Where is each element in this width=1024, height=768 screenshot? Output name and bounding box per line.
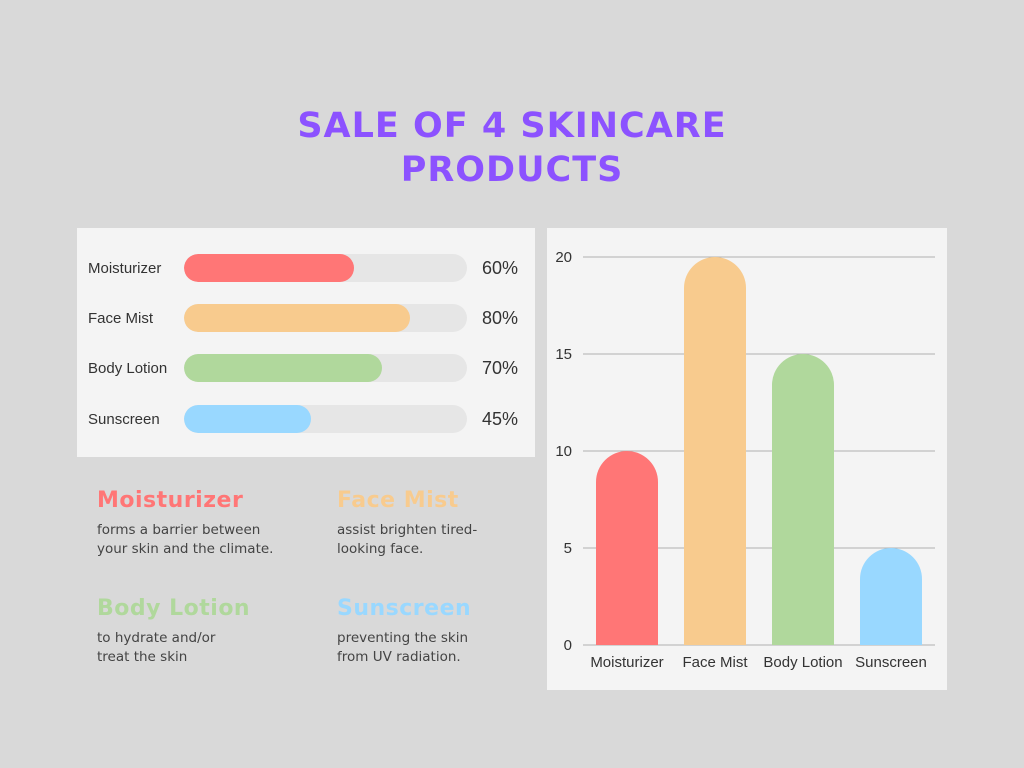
description-text: assist brighten tired- looking face. [337,522,478,557]
description-title: Moisturizer [97,488,244,513]
y-tick-label: 5 [564,540,572,557]
description-face-mist: Face Mist assist brighten tired- looking… [337,487,537,559]
page-title: SALE OF 4 SKINCARE PRODUCTS [0,104,1024,192]
progress-panel: Moisturizer 60% Face Mist 80% Body Lotio… [77,228,535,457]
progress-track [184,254,467,282]
y-tick-label: 10 [555,443,572,460]
progress-fill [184,354,383,382]
progress-fill [184,304,411,332]
y-tick-label: 15 [555,346,572,363]
progress-row-body-lotion: Body Lotion 70% [77,354,535,384]
description-text: preventing the skin from UV radiation. [337,630,469,665]
progress-label: Body Lotion [88,360,168,377]
description-title: Face Mist [337,488,459,513]
progress-label: Moisturizer [88,260,162,277]
progress-fill [184,405,312,433]
progress-percent: 60% [482,258,519,278]
description-text: to hydrate and/or treat the skin [97,630,216,665]
description-title: Sunscreen [337,596,472,621]
progress-label: Face Mist [88,310,154,327]
description-sunscreen: Sunscreen preventing the skin from UV ra… [337,595,537,667]
progress-percent: 80% [482,308,519,328]
bar-chart-panel: 0 5 10 15 20 Moisturizer Face Mist Body Lotion S… [547,228,947,690]
bar-body-lotion [772,354,834,645]
description-body-lotion: Body Lotion to hydrate and/or treat the … [97,595,297,667]
progress-row-sunscreen: Sunscreen 45% [77,405,535,435]
y-tick-label: 20 [555,249,572,266]
progress-track [184,354,467,382]
description-title: Body Lotion [97,596,251,621]
progress-label: Sunscreen [88,411,160,428]
x-category-label: Face Mist [682,654,748,671]
x-category-label: Body Lotion [763,654,842,671]
description-moisturizer: Moisturizer forms a barrier between your… [97,487,297,559]
bar-sunscreen [860,548,922,645]
progress-fill [184,254,354,282]
progress-percent: 45% [482,409,519,429]
bar-moisturizer [596,451,658,645]
progress-percent: 70% [482,358,519,378]
y-tick-label: 0 [564,637,572,654]
progress-row-face-mist: Face Mist 80% [77,304,535,334]
x-category-label: Moisturizer [590,654,663,671]
description-text: forms a barrier between your skin and th… [97,522,274,557]
progress-track [184,304,467,332]
page-title-line-2: PRODUCTS [400,150,624,190]
progress-track [184,405,467,433]
progress-row-moisturizer: Moisturizer 60% [77,254,535,284]
bar-chart: 0 5 10 15 20 Moisturizer Face Mist Body Lotion S… [555,249,935,671]
page-title-line-1: SALE OF 4 SKINCARE [297,106,727,146]
bar-face-mist [684,257,746,645]
x-category-label: Sunscreen [855,654,927,671]
